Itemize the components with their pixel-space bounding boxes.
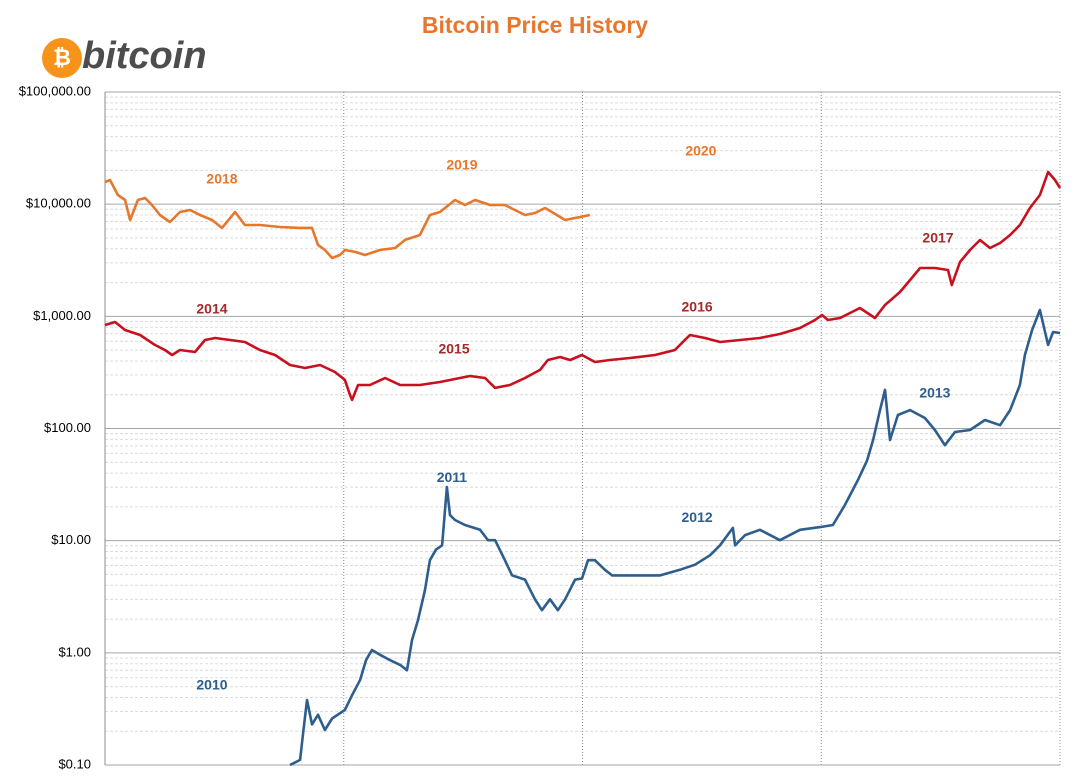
annotation: 2014: [196, 301, 227, 317]
logo: ₿ bitcoin: [42, 35, 207, 78]
annotation: 2017: [922, 230, 953, 246]
annotation: 2015: [438, 341, 469, 357]
annotation: 2011: [437, 469, 468, 485]
annotation: 2018: [206, 171, 237, 187]
annotation: 2012: [682, 509, 713, 525]
y-tick-label: $100,000.00: [19, 83, 91, 98]
series-line: [289, 308, 1061, 767]
annotation: 2020: [685, 143, 716, 159]
series-line: [104, 178, 591, 260]
series-line: [104, 170, 1062, 402]
y-tick-label: $100.00: [44, 420, 91, 435]
logo-coin: [42, 38, 82, 78]
annotation: 2016: [682, 299, 713, 315]
logo-symbol: ₿: [53, 45, 71, 70]
y-tick-label: $1,000.00: [33, 308, 91, 323]
logo-text: bitcoin: [82, 35, 207, 77]
y-tick-label: $10.00: [51, 532, 91, 547]
annotation: 2010: [196, 676, 227, 692]
y-tick-label: $10,000.00: [26, 196, 91, 211]
chart-title: Bitcoin Price History: [422, 12, 648, 38]
y-tick-label: $1.00: [58, 644, 91, 659]
annotation: 2019: [446, 157, 477, 173]
annotation: 2013: [919, 385, 950, 401]
y-tick-label: $0.10: [58, 756, 91, 771]
